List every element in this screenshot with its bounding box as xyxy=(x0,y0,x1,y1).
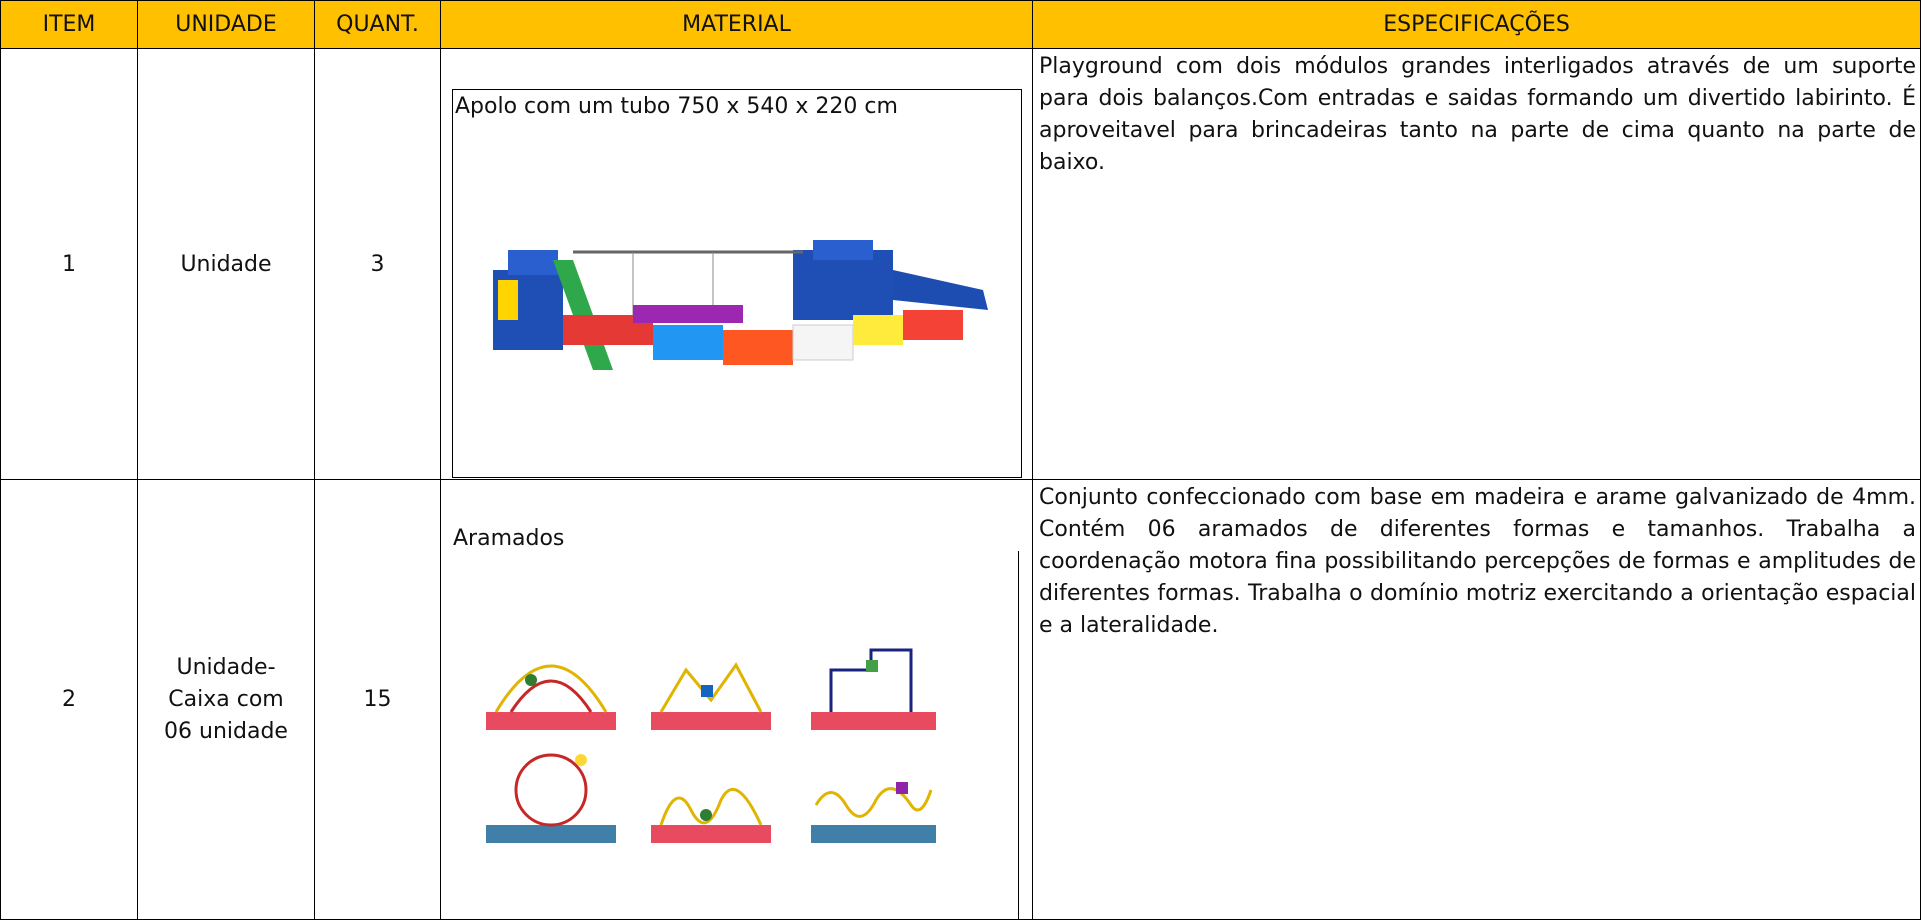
toy xyxy=(486,648,936,843)
quantity-cell: 15 xyxy=(315,480,441,920)
material-box: Apolo com um tubo 750 x 540 x 220 cm xyxy=(452,89,1022,478)
unit-cell: Unidade xyxy=(138,49,315,480)
specification-cell: Conjunto confeccionado com base em madei… xyxy=(1033,480,1921,920)
header-cell: UNIDADE xyxy=(138,0,315,49)
header-cell: QUANT. xyxy=(315,0,441,49)
aramados-image xyxy=(486,648,936,843)
item-cell: 2 xyxy=(0,480,138,920)
specification-cell: Playground com dois módulos grandes inte… xyxy=(1033,49,1921,480)
material-cell: Apolo com um tubo 750 x 540 x 220 cm xyxy=(441,49,1033,480)
header-cell: ITEM xyxy=(0,0,138,49)
playground-image xyxy=(493,240,988,370)
material-title: Apolo com um tubo 750 x 540 x 220 cm xyxy=(455,94,898,119)
divider xyxy=(1018,551,1019,920)
item-cell: 1 xyxy=(0,49,138,480)
header-cell: ESPECIFICAÇÕES xyxy=(1033,0,1921,49)
material-cell: Aramados xyxy=(441,480,1033,920)
material-title: Aramados xyxy=(453,526,565,551)
header-cell: MATERIAL xyxy=(441,0,1033,49)
quantity-cell: 3 xyxy=(315,49,441,480)
unit-cell: Unidade-Caixa com 06 unidade xyxy=(138,480,315,920)
